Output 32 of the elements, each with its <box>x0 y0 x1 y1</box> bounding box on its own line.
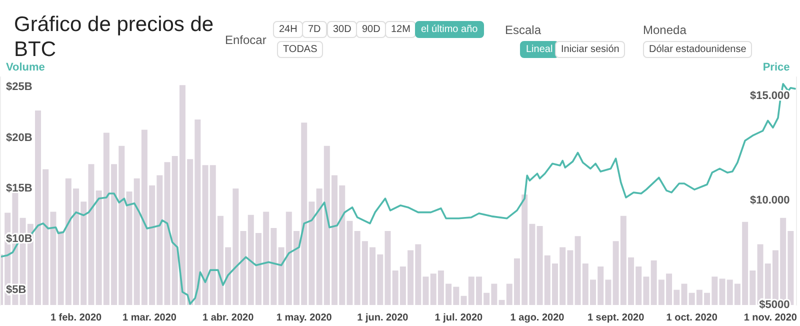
text: 30D <box>327 21 358 38</box>
chart-title: Gráfico de precios de BTC <box>14 12 214 62</box>
x-tick-label: 1 ago. 2020 <box>510 312 565 324</box>
y2-tick-label: $10.000 <box>750 194 790 206</box>
text: 90D <box>356 21 386 38</box>
text: 12M <box>385 21 416 38</box>
text: Moneda <box>643 23 686 37</box>
text: 7D <box>302 21 327 38</box>
y-tick-label: $5B <box>6 284 26 296</box>
x-tick-label: 1 jul. 2020 <box>434 312 484 324</box>
text: 24H <box>273 21 304 38</box>
text: Iniciar sesión <box>555 41 626 58</box>
text: Dólar estadounidense <box>643 41 752 58</box>
text: TODAS <box>277 41 324 58</box>
y-tick-label: $25B <box>6 81 32 94</box>
y-axis-title: Volume <box>6 62 45 74</box>
y2-axis-title: Price <box>762 62 790 74</box>
text: Escala <box>505 23 542 37</box>
y2-tick-label: $5000 <box>759 299 790 311</box>
text: el último año <box>415 21 484 38</box>
x-tick-label: 1 abr. 2020 <box>202 312 254 324</box>
text: Lineal <box>520 41 559 58</box>
x-tick-label: 1 feb. 2020 <box>50 312 102 324</box>
x-tick-label: 1 may. 2020 <box>276 312 332 324</box>
text: Enfocar <box>225 33 266 47</box>
x-tick-label: 1 nov. 2020 <box>744 312 798 324</box>
x-tick-label: 1 jun. 2020 <box>357 312 409 324</box>
x-tick-label: 1 mar. 2020 <box>122 312 177 324</box>
y-tick-label: $15B <box>6 182 32 194</box>
y-tick-label: $20B <box>6 132 32 144</box>
x-tick-label: 1 sept. 2020 <box>587 312 645 324</box>
x-tick-label: 1 oct. 2020 <box>666 312 718 324</box>
